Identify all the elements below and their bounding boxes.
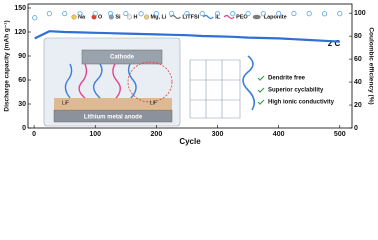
y2-tick-label: 60 [354,56,362,63]
anode-label: Lithium metal anode [84,115,143,121]
legend-label: Na [78,14,86,20]
interphase-label: LiF [62,100,69,106]
y-tick-label: 60 [18,77,26,84]
y2-tick-label: 100 [354,10,366,17]
ce-point [291,10,297,17]
cathode [81,49,163,65]
check-icon [257,87,265,93]
plot-frame [27,3,353,129]
legend-label: IL [215,14,221,20]
legend-swatch [252,14,261,20]
y-tick-label: 120 [14,29,26,36]
lattice [189,59,241,119]
ce-point [123,10,129,17]
x-tick-label: 500 [334,131,346,138]
chart: Discharge capacity (mAh g⁻¹) Coulombic e… [4,3,374,146]
legend-label: O [98,14,103,20]
feature-text: Superior cyclability [268,88,324,94]
ce-point [306,11,312,17]
legend-label: H [134,14,138,20]
chain [242,55,256,111]
legend-label: Mg, Li [151,14,167,20]
ce-point [321,11,328,17]
y-tick-label: 90 [18,53,26,60]
check-icon [257,99,265,105]
legend-label: PEO [236,14,248,20]
x-tick-label: 200 [151,131,163,138]
ce-point [184,11,190,17]
ce-point [32,15,38,21]
annotation: 2 C [328,39,341,48]
legend-label: LiTFSI [182,14,199,20]
ce-point [230,11,236,17]
y-tick-label: 150 [14,5,26,12]
ce-point [138,11,144,17]
x-tick-label: 400 [273,131,285,138]
y-tick-label: 30 [18,101,26,108]
chain [78,63,121,99]
y-tick-label: 0 [22,125,26,132]
x-tick-label: 300 [212,131,224,138]
detail-panel [182,50,332,124]
ce-point [337,11,343,17]
y2-axis-label: Coulombic efficiency (%) [367,27,374,104]
ce-point [169,10,175,17]
ce-point [62,10,68,17]
legend-swatch [144,14,149,20]
ce-point [199,10,205,17]
feature-list: Dendrite free Superior cyclability High io… [257,75,335,106]
feature-text: Dendrite free [268,76,306,82]
interphase-label: LiF [150,100,157,106]
y2-tick-label: 20 [354,102,362,109]
y2-tick-label: 40 [354,79,362,86]
y2-tick-label: 0 [354,125,358,132]
x-tick-label: 100 [89,131,101,138]
y-axis-label: Discharge capacity (mAh g⁻¹) [4,20,11,111]
y2-tick-label: 80 [354,33,362,40]
legend: Na O Si H Mg, Li LiTFSI IL PEO Laponite [71,14,287,20]
ce-point [92,10,98,17]
legend-swatch [223,14,235,20]
zoom-circle [127,61,173,103]
ce-point [107,11,114,17]
capacity-line [34,30,340,43]
chain [64,63,137,99]
check-icon [257,75,265,81]
ce-point [276,11,282,17]
legend-swatch [202,14,214,20]
ce-point [214,11,221,17]
ce-point [260,11,266,17]
cathode-label: Cathode [110,55,135,61]
illustration: Cathode Lithium metal anode LiF LiF [43,37,332,127]
legend-swatch [71,14,77,20]
feature-text: High ionic conductivity [268,100,335,106]
ce-point [153,11,159,17]
legend-label: Laponite [264,14,287,20]
ce-point [245,10,251,17]
legend-swatch [127,14,132,20]
x-tick-label: 0 [32,131,36,138]
legend-label: Si [115,14,121,20]
ce-point [77,11,83,17]
ce-point [46,11,52,17]
x-axis-label: Cycle [179,137,201,146]
